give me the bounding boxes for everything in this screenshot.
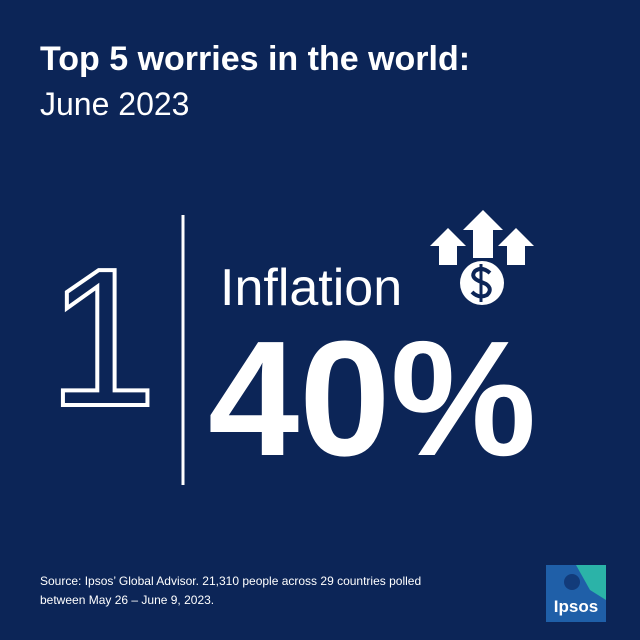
rank: 1 bbox=[48, 228, 157, 447]
logo-text: Ipsos bbox=[554, 597, 598, 616]
inflation-icon bbox=[430, 210, 534, 305]
item-name: Inflation bbox=[220, 259, 402, 317]
logo: Ipsos bbox=[546, 565, 606, 622]
source-line: between May 26 – June 9, 2023. bbox=[40, 593, 214, 607]
item-value: 40% bbox=[208, 307, 536, 490]
title: Top 5 worries in the world: bbox=[40, 40, 470, 78]
source-line: Source: Ipsos’ Global Advisor. 21,310 pe… bbox=[40, 574, 421, 588]
subtitle: June 2023 bbox=[40, 86, 189, 122]
